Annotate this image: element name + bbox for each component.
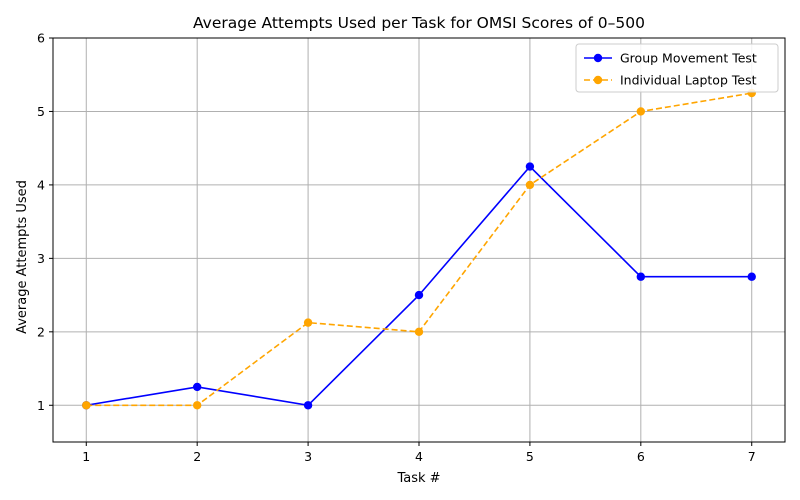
y-axis-label: Average Attempts Used (15, 180, 30, 334)
x-tick-label: 1 (82, 449, 90, 464)
legend-label: Group Movement Test (620, 51, 757, 66)
y-tick-label: 4 (37, 177, 45, 192)
series-group-movement-test (82, 162, 756, 410)
legend-entry: Individual Laptop Test (584, 73, 757, 88)
y-axis-ticks: 1 2 3 4 5 6 (37, 31, 53, 413)
legend-box (575, 43, 779, 93)
y-tick-label: 3 (37, 251, 45, 266)
x-tick-label: 4 (415, 449, 423, 464)
data-point (414, 327, 424, 337)
legend-marker (593, 53, 603, 63)
series-individual-laptop-test (82, 88, 756, 410)
data-point (192, 401, 202, 410)
y-tick-label: 5 (37, 104, 45, 119)
x-tick-label: 5 (526, 449, 534, 464)
legend-marker (593, 75, 603, 85)
chart-title: Average Attempts Used per Task for OMSI … (193, 14, 645, 32)
legend-label: Individual Laptop Test (620, 73, 757, 88)
legend-entry: Group Movement Test (584, 51, 757, 66)
data-point (303, 318, 313, 327)
data-point (525, 162, 535, 171)
data-point (192, 382, 202, 392)
x-tick-label: 6 (637, 449, 645, 464)
y-tick-label: 6 (37, 31, 45, 46)
data-point (636, 272, 646, 281)
data-point (414, 290, 424, 300)
x-tick-label: 2 (193, 449, 201, 464)
x-tick-label: 7 (748, 449, 756, 464)
data-point (82, 401, 91, 410)
series-layer (82, 88, 756, 410)
data-point (636, 107, 646, 116)
data-point (303, 401, 313, 410)
x-axis-ticks: 1 2 3 4 5 6 7 (82, 442, 756, 464)
grid (53, 37, 785, 442)
y-tick-label: 1 (37, 398, 45, 413)
data-point (747, 272, 756, 281)
x-axis-label: Task # (396, 471, 440, 486)
x-tick-label: 3 (304, 449, 312, 464)
data-point (525, 180, 535, 190)
y-tick-label: 2 (37, 324, 45, 339)
legend: Group Movement Test Individual Laptop Tes… (575, 43, 779, 93)
